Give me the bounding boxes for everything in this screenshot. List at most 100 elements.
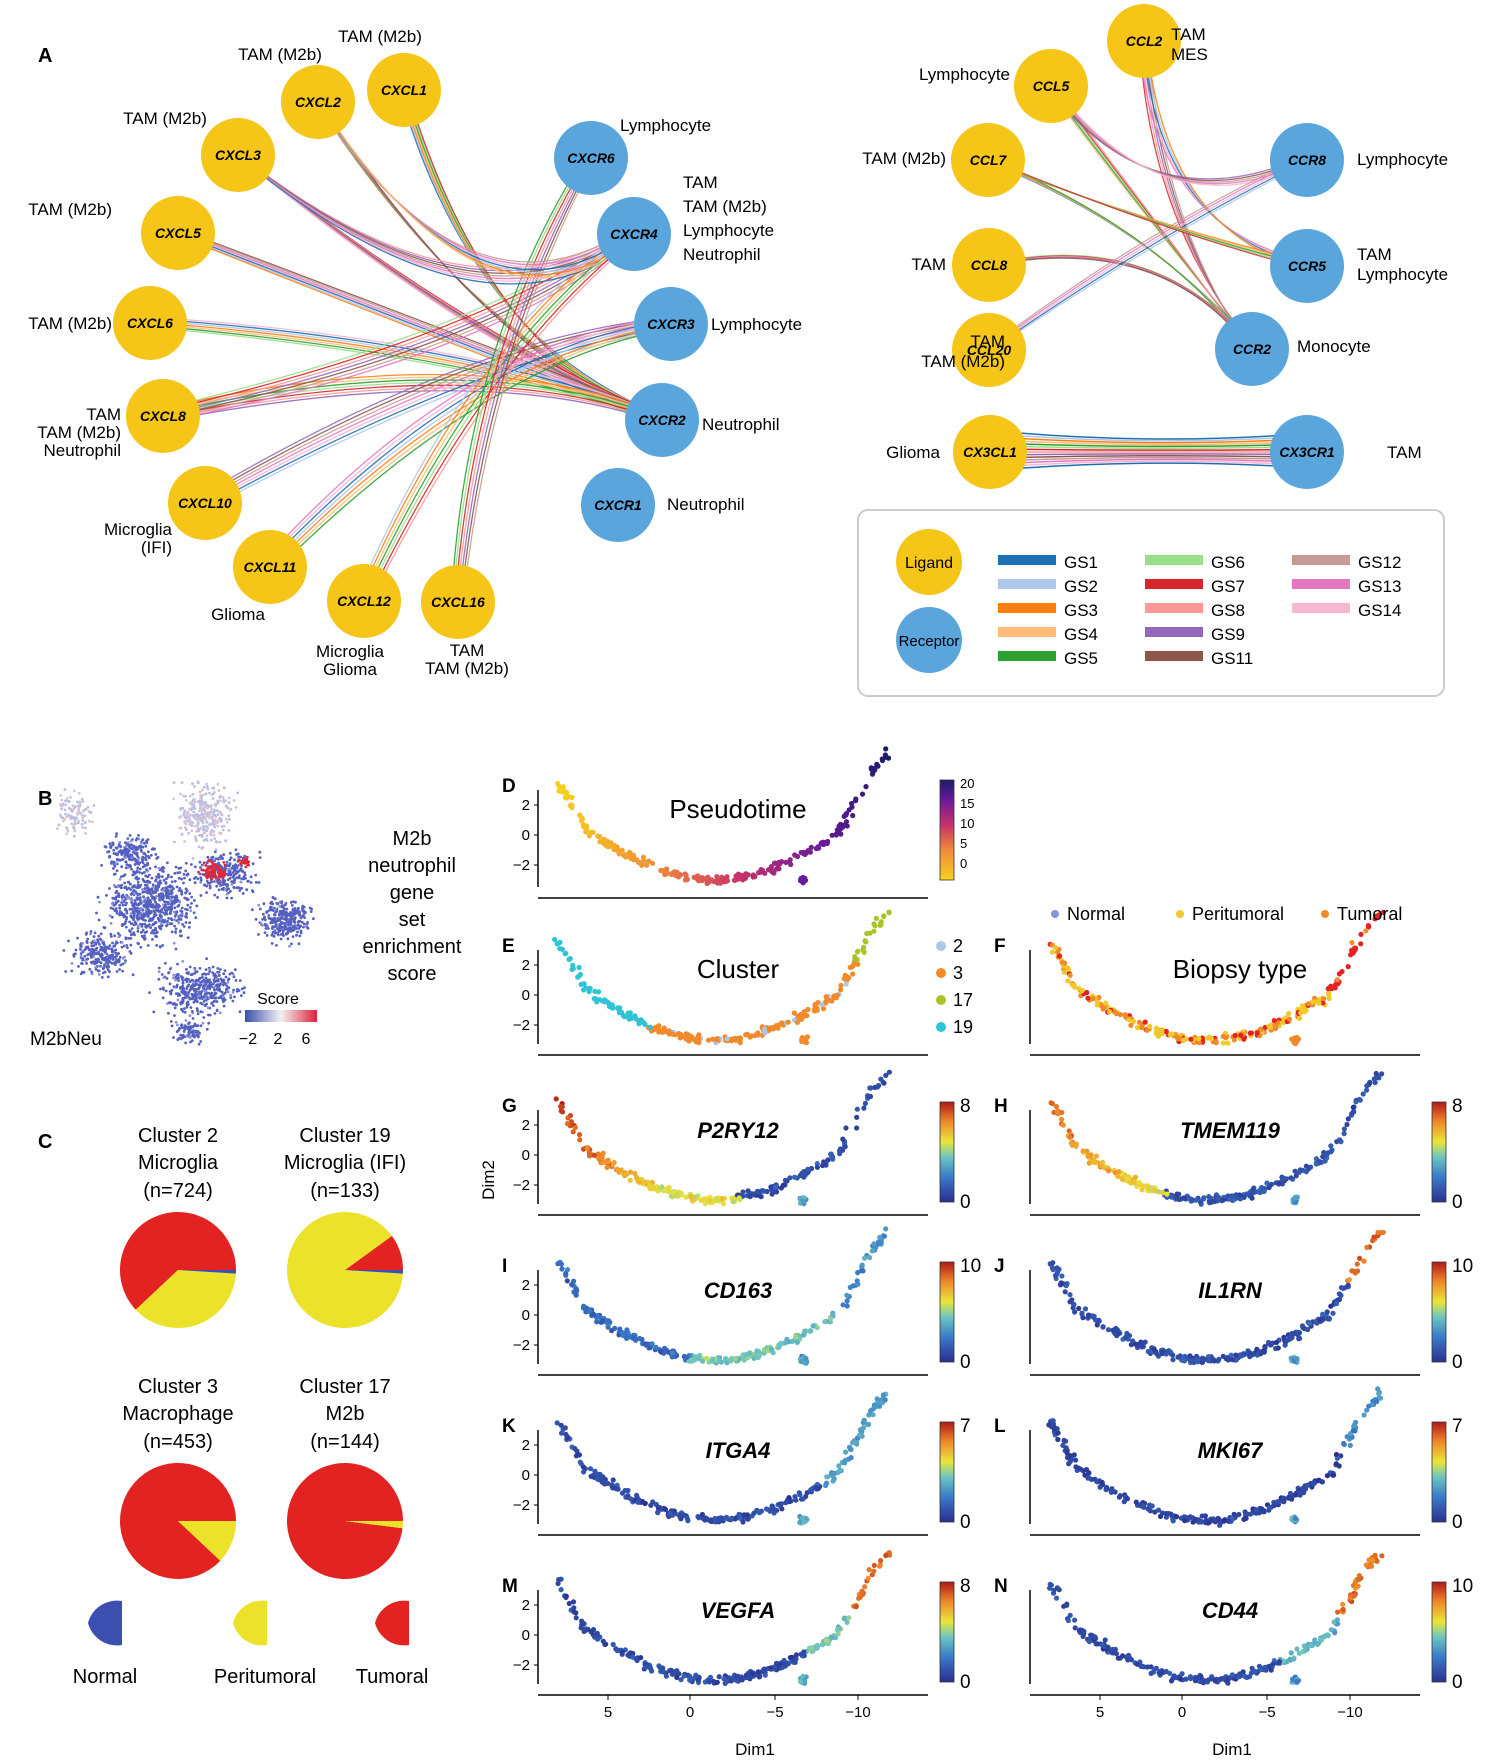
tsne-point	[191, 804, 195, 807]
tsne-point	[190, 992, 194, 996]
tsne-point	[278, 904, 282, 908]
tsne-point	[134, 901, 137, 904]
cell-point	[805, 1166, 811, 1172]
tsne-point	[134, 903, 138, 906]
tsne-point	[184, 822, 188, 826]
tsne-point	[209, 838, 213, 842]
cell-point	[556, 783, 562, 790]
pie-slice-peritumoral	[287, 1212, 403, 1329]
cell-point	[1100, 1324, 1106, 1330]
cell-point	[1225, 1040, 1231, 1046]
tsne-point	[167, 892, 171, 896]
tsne-point	[203, 990, 207, 993]
tsne-point	[169, 909, 173, 913]
biopsy-legend: Normal Peritumoral Tumoral	[73, 1600, 428, 1688]
tsne-point	[192, 1000, 196, 1004]
tsne-point	[208, 813, 211, 816]
tsne-point	[166, 861, 169, 865]
tsne-point	[180, 877, 184, 881]
tsne-point	[203, 1003, 207, 1007]
tsne-point	[115, 846, 119, 850]
tsne-point	[178, 871, 182, 874]
ligand-cell-label: TAM (M2b)	[28, 314, 112, 333]
tsne-point	[96, 957, 99, 961]
tsne-point	[249, 875, 253, 879]
tsne-point	[125, 848, 128, 852]
cell-point	[586, 1153, 593, 1159]
tsne-point	[111, 955, 115, 959]
tsne-point	[144, 854, 148, 858]
y-tick-label: 0	[522, 987, 530, 1004]
tsne-point	[83, 808, 86, 812]
cell-point	[1275, 1345, 1281, 1351]
tsne-point	[111, 949, 115, 953]
tsne-point	[259, 922, 263, 925]
tsne-point	[74, 805, 77, 809]
tsne-point	[196, 821, 200, 825]
receptor-gene-label: CCR5	[1288, 258, 1326, 274]
tsne-point	[123, 961, 127, 964]
tsne-point	[283, 927, 287, 930]
tsne-point	[144, 858, 148, 862]
cell-point	[871, 921, 877, 927]
tsne-point	[223, 969, 227, 972]
cell-point	[664, 870, 670, 876]
tsne-point	[129, 882, 132, 886]
cell-point	[627, 1177, 633, 1183]
cell-point	[1057, 953, 1063, 959]
tsne-point	[213, 1012, 217, 1015]
tsne-point	[136, 886, 139, 890]
tsne-point	[199, 1040, 203, 1043]
tsne-point	[243, 871, 247, 875]
tsne-point	[115, 954, 118, 958]
cell-point	[854, 949, 861, 955]
cell-point	[854, 1106, 860, 1112]
cell-point	[860, 947, 866, 953]
colorbar	[939, 1101, 955, 1203]
interaction-link	[143, 316, 660, 415]
pie-slice-peritumoral	[178, 1521, 236, 1561]
tsne-point	[133, 870, 137, 874]
ligand-node	[113, 286, 187, 360]
panel-label: E	[502, 936, 515, 957]
tsne-point	[220, 990, 224, 994]
cell-point	[569, 802, 575, 808]
tsne-point	[220, 856, 224, 860]
tsne-point	[182, 813, 186, 817]
tsne-point	[269, 907, 273, 911]
cell-point	[1049, 949, 1055, 955]
tsne-point	[141, 928, 145, 932]
cell-point	[1262, 1344, 1268, 1350]
tsne-point	[204, 819, 208, 823]
tsne-point	[93, 962, 97, 966]
tsne-point	[123, 914, 126, 918]
tsne-point	[217, 871, 220, 874]
cell-point	[733, 1355, 739, 1362]
tsne-point	[201, 846, 205, 849]
tsne-point	[72, 789, 76, 793]
tsne-point	[161, 892, 165, 896]
cell-point	[1205, 1035, 1211, 1041]
tsne-point	[148, 867, 152, 870]
tsne-point	[174, 947, 178, 951]
tsne-point	[77, 810, 80, 814]
tsne-point	[184, 1019, 188, 1022]
tsne-point	[244, 860, 247, 864]
interaction-link	[367, 237, 637, 606]
cell-point	[1079, 987, 1085, 993]
cell-point	[1079, 1311, 1085, 1317]
tsne-point	[189, 909, 193, 913]
tsne-point	[107, 959, 111, 963]
tsne-point	[142, 852, 146, 855]
cell-point	[807, 1328, 813, 1334]
tsne-point	[238, 874, 241, 878]
trajectory-panels: D20−2Pseudotime20151050E20−2Cluster23171…	[502, 746, 1473, 1721]
tsne-point	[106, 957, 110, 961]
receptor-node	[597, 197, 671, 271]
tsne-point	[96, 939, 100, 943]
cell-point	[1065, 978, 1071, 984]
tsne-point	[212, 821, 216, 825]
tsne-point	[212, 974, 216, 977]
tsne-point	[154, 895, 158, 898]
tsne-point	[232, 876, 235, 879]
